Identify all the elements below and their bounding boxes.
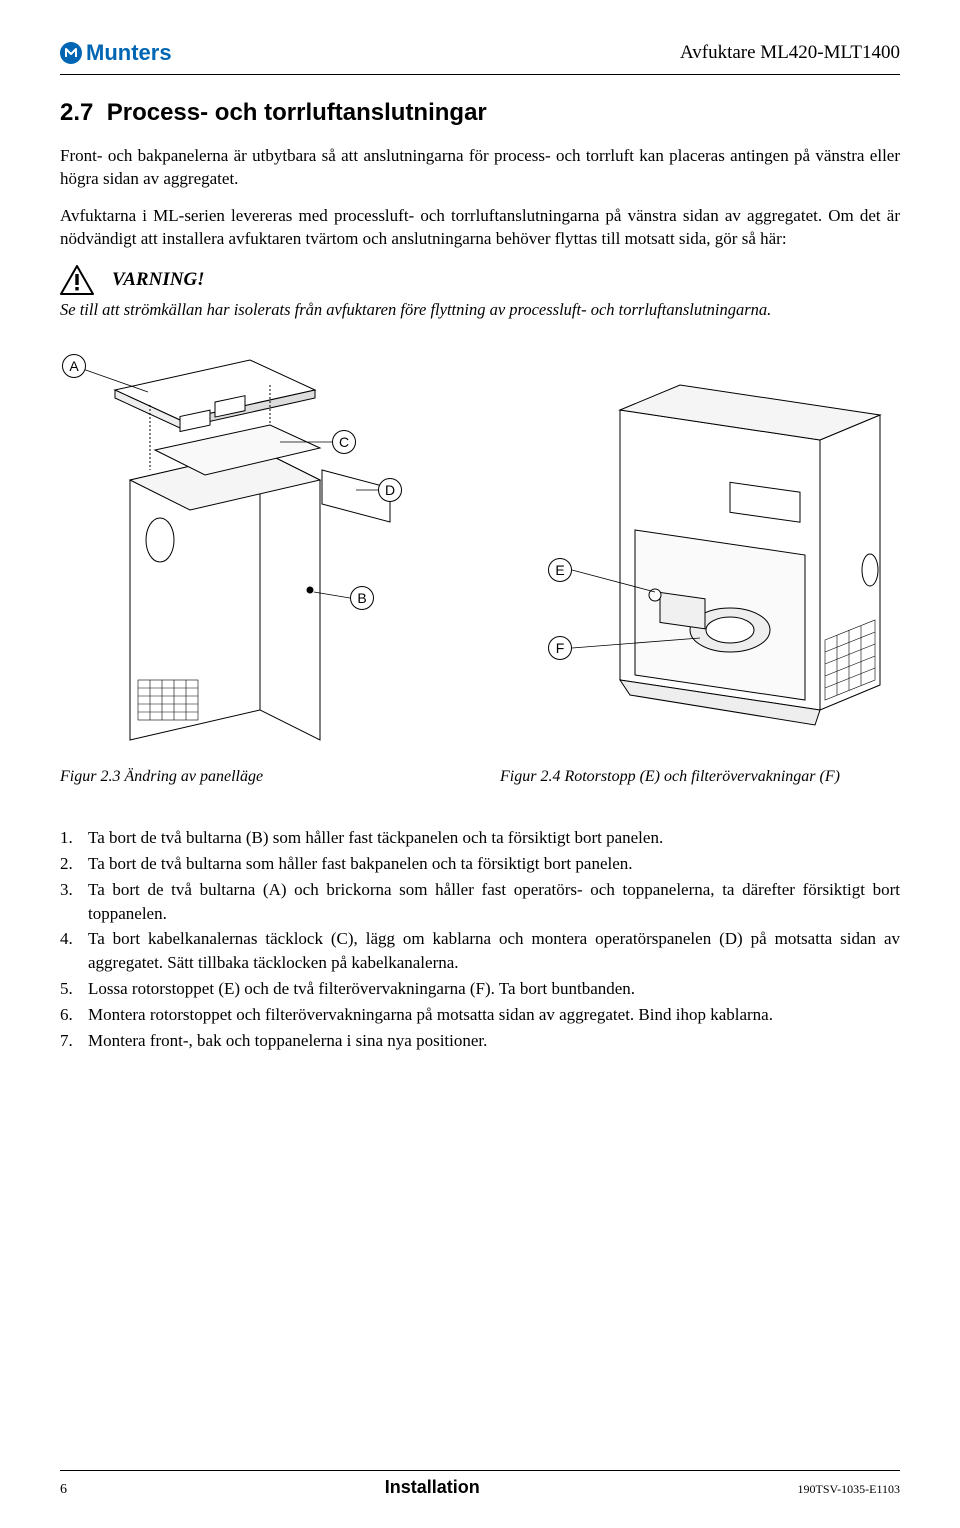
section-title: Process- och torrluftanslutningar [107,99,487,126]
callout-f: F [548,636,572,660]
page-number: 6 [60,1482,67,1498]
figure-2-4-diagram: E F [500,370,900,750]
callout-d: D [378,478,402,502]
figure-2-3-caption: Figur 2.3 Ändring av panelläge [60,768,420,786]
page-footer: 6 Installation 190TSV-1035-E1103 [60,1470,900,1498]
callout-e: E [548,558,572,582]
warning-triangle-icon [60,265,94,295]
brand-name: Munters [86,40,172,66]
warning-text: Se till att strömkällan har isolerats fr… [60,299,900,320]
instruction-item: 6.Montera rotorstoppet och filterövervak… [60,1003,900,1027]
callout-b: B [350,586,374,610]
figure-right: E F Figur 2.4 Rotorstopp (E) och filterö… [500,370,900,786]
instruction-item: 4.Ta bort kabelkanalernas täcklock (C), … [60,927,900,975]
callout-c: C [332,430,356,454]
instruction-item: 2.Ta bort de två bultarna som håller fas… [60,852,900,876]
callout-a: A [62,354,86,378]
munters-logo-icon [60,42,82,64]
footer-section-name: Installation [385,1477,480,1498]
figures-row: A C D B Figur 2.3 Ändring av panelläge [60,350,900,786]
document-title: Avfuktare ML420-MLT1400 [680,42,900,64]
section-heading: 2.7 Process- och torrluftanslutningar [60,99,900,127]
instruction-item: 7.Montera front-, bak och toppanelerna i… [60,1029,900,1053]
paragraph-2: Avfuktarna i ML-serien levereras med pro… [60,205,900,251]
footer-divider [60,1470,900,1471]
figure-2-3-diagram: A C D B [60,350,420,750]
instruction-item: 5.Lossa rotorstoppet (E) och de två filt… [60,977,900,1001]
page-header: Munters Avfuktare ML420-MLT1400 [60,40,900,66]
warning-label: VARNING! [112,269,205,291]
figure-left: A C D B Figur 2.3 Ändring av panelläge [60,350,420,786]
section-number: 2.7 [60,99,93,126]
brand-logo: Munters [60,40,172,66]
document-id: 190TSV-1035-E1103 [798,1482,900,1497]
instruction-list: 1.Ta bort de två bultarna (B) som håller… [60,826,900,1052]
figure-2-4-caption: Figur 2.4 Rotorstopp (E) och filteröverv… [500,768,900,786]
instruction-item: 3.Ta bort de två bultarna (A) och bricko… [60,878,900,926]
warning-block: VARNING! Se till att strömkällan har iso… [60,265,900,320]
instruction-item: 1.Ta bort de två bultarna (B) som håller… [60,826,900,850]
paragraph-1: Front- och bakpanelerna är utbytbara så … [60,145,900,191]
header-divider [60,74,900,75]
